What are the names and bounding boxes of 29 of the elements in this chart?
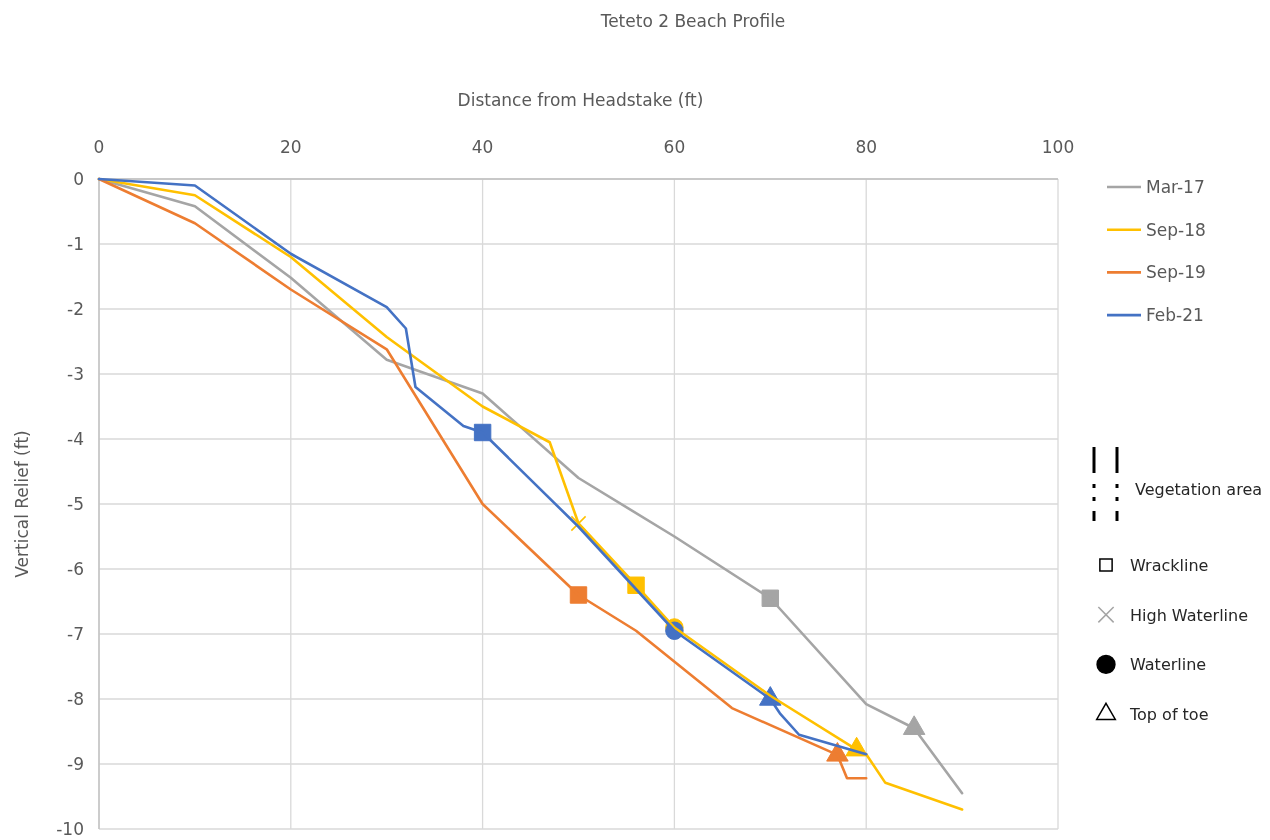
y-tick-label: -8 [67,689,84,709]
y-tick-label: 0 [73,169,84,189]
y-tick-label: -10 [56,819,84,839]
x-tick-label: 100 [1041,137,1075,157]
legend-label: Feb-21 [1146,305,1204,326]
text: High Waterline [1130,605,1249,625]
legend-label: Mar-17 [1146,177,1205,197]
x-tick-label: 80 [855,137,878,157]
x-axis-title: Distance from Headstake (ft) [457,90,704,110]
text: Wrackline [1130,556,1209,575]
x-tick-label: 60 [663,137,686,157]
chart-title: Teteto 2 Beach Profile [599,11,786,31]
y-tick-label: -3 [67,364,84,384]
y-tick-label: -1 [67,234,84,254]
y-tick-label: -6 [67,559,84,579]
y-axis-title: Vertical Relief (ft) [12,430,32,578]
x-tick-label: 0 [93,137,105,157]
y-tick-label: -9 [67,754,84,774]
x-tick-label: 20 [279,137,302,157]
y-tick-label: -7 [67,624,84,644]
text: Vegetation area [1135,480,1263,499]
y-tick-label: -2 [67,299,84,319]
x-tick-label: 40 [471,137,494,157]
text: Waterline [1130,655,1207,675]
legend-label: Sep-18 [1146,219,1206,240]
text: Top of toe [1129,705,1209,725]
y-tick-label: -4 [67,429,84,449]
y-tick-label: -5 [67,494,84,514]
legend-label: Sep-19 [1146,262,1206,283]
